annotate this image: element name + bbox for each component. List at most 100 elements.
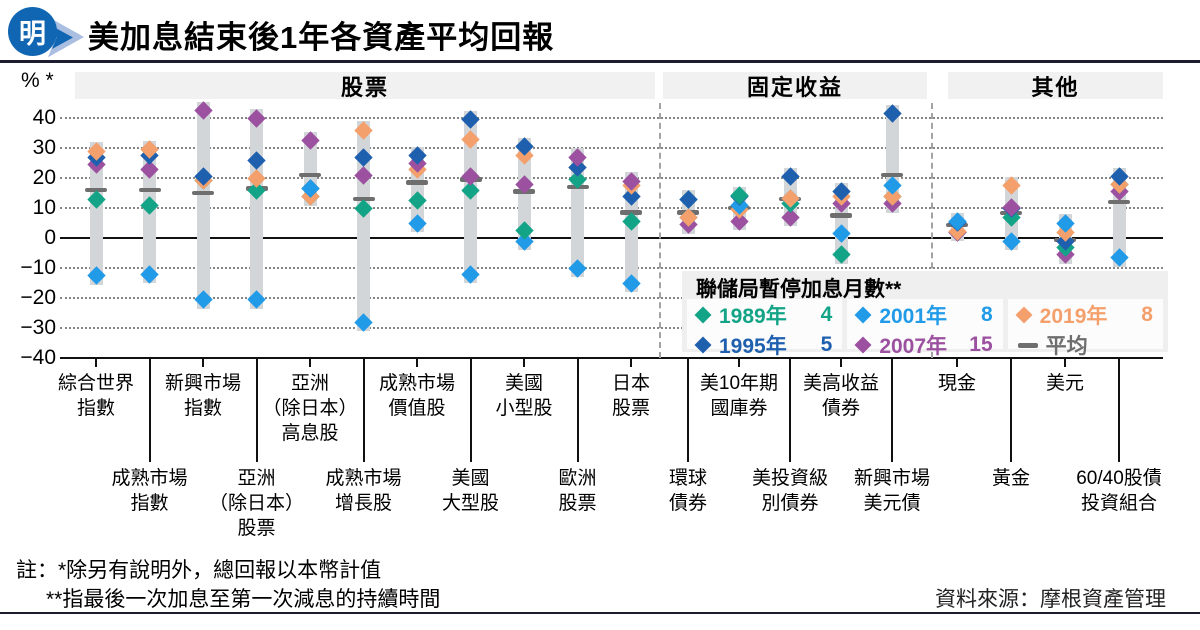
x-axis-label-line: 指數 (76, 398, 115, 419)
gridline-30 (60, 147, 1163, 149)
x-axis-label: 歐洲 股票 (516, 466, 640, 516)
x-axis-label-line: 指數 (130, 493, 169, 514)
average-marker (85, 187, 107, 192)
section-band-1: 股票 (75, 72, 655, 100)
gridline--30 (60, 327, 1163, 329)
x-axis-label-line: 美元 (1045, 373, 1084, 394)
x-axis-label-line: 股票 (611, 398, 650, 419)
logo-circle: 明 (8, 7, 57, 56)
axis-line-0 (60, 237, 1163, 239)
average-dash-icon (1017, 342, 1038, 348)
legend-column-3: 2019年 8 平均 (1007, 299, 1163, 358)
diamond-icon-2001 (854, 306, 872, 324)
range-bar (196, 101, 210, 309)
section-divider-2 (931, 103, 933, 358)
legend-label: 2007年 (879, 335, 948, 358)
x-label-leader (148, 359, 151, 462)
x-axis-label-line: 成熟市場 (378, 373, 455, 394)
x-label-tick (840, 359, 842, 367)
x-label-tick (956, 359, 958, 367)
x-label-tick (738, 359, 740, 367)
x-axis-label-line: 美高收益 (802, 373, 879, 394)
diamond-icon-1989 (694, 306, 712, 324)
gridline-10 (60, 207, 1163, 209)
x-label-leader (1010, 359, 1012, 462)
legend-box: 聯儲局暫停加息月數** 1989年 4 1995年 5 2001年 8 2007年 15 2019… (682, 271, 1168, 358)
x-label-tick (630, 359, 632, 367)
x-label-leader (576, 359, 579, 462)
x-axis-label-line: 股票 (558, 493, 597, 514)
x-axis-label: 現金 (895, 371, 1019, 396)
x-axis-label: 綜合世界 指數 (34, 371, 158, 421)
x-axis-label: 新興市場 指數 (141, 371, 265, 421)
legend-title: 聯儲局暫停加息月數** (696, 278, 902, 301)
x-axis-label: 成熟市場 指數 (88, 466, 212, 516)
source-credit: 資料來源：摩根資產管理 (935, 588, 1166, 611)
legend-label: 2001年 (879, 305, 948, 328)
x-axis-label: 美國 小型股 (462, 371, 586, 421)
x-axis-label: 成熟市場 增長股 (302, 466, 426, 516)
range-bar (517, 137, 531, 250)
section-divider-1 (659, 103, 661, 358)
x-axis-label-line: 成熟市場 (111, 468, 188, 489)
y-axis-unit-label: % * (21, 69, 54, 92)
average-marker (138, 187, 161, 192)
x-axis-label-line: 環球 (668, 468, 707, 489)
x-axis-label-line: 歐洲 (558, 468, 597, 489)
x-label-tick (1064, 359, 1066, 367)
x-label-leader (255, 359, 258, 462)
range-bar (89, 142, 103, 285)
y-tick-label-30: 30 (32, 136, 56, 159)
x-axis-label: 黃金 (949, 466, 1073, 491)
x-label-leader (789, 359, 791, 462)
x-axis-label-line: 美元債 (863, 493, 921, 514)
legend-pause-months: 5 (820, 333, 833, 356)
x-axis-label: 亞洲 （除日本） 高息股 (248, 371, 372, 446)
x-axis-label-line: （除日本） (262, 398, 358, 419)
legend-pause-months: 8 (1141, 303, 1153, 326)
x-axis-label-line: 債券 (821, 398, 860, 419)
x-axis-label-line: 黃金 (991, 468, 1030, 489)
x-axis-label-line: 大型股 (441, 493, 499, 514)
legend-pause-months: 4 (820, 303, 833, 326)
y-tick-label-20: 20 (32, 166, 56, 189)
x-axis-label-line: 美10年期 (699, 373, 779, 394)
x-axis-label-line: 日本 (611, 373, 650, 394)
axis-line--40 (60, 357, 1163, 359)
x-axis-label-line: 投資組合 (1080, 493, 1157, 514)
x-axis-label-line: 亞洲 (237, 468, 276, 489)
y-tick-label-0: 0 (44, 226, 56, 249)
mingpao-logo: 明 (8, 5, 86, 59)
x-axis-label: 美10年期國庫券 (677, 371, 801, 421)
y-tick-label-10: 10 (32, 196, 56, 219)
legend-item-2019: 2019年 8 (1015, 300, 1153, 330)
x-label-tick (202, 359, 204, 367)
x-axis-label-line: 小型股 (495, 398, 553, 419)
legend-item-1995: 1995年 5 (694, 330, 833, 360)
x-axis-label-line: （除日本） (208, 493, 304, 514)
average-marker (830, 213, 852, 218)
x-axis-label-line: 別債券 (761, 493, 819, 514)
y-tick-label--40: −40 (20, 346, 56, 369)
x-axis-label: 美投資級 別債券 (728, 466, 852, 516)
x-label-leader (891, 359, 893, 462)
range-bar (250, 109, 263, 309)
x-axis-label: 美國 大型股 (409, 466, 533, 516)
page-title: 美加息結束後1年各資產平均回報 (88, 20, 555, 55)
legend-pause-months: 15 (969, 333, 993, 356)
average-marker (406, 180, 428, 185)
x-label-leader (469, 359, 472, 462)
x-label-tick (309, 359, 311, 367)
average-marker (299, 172, 321, 177)
legend-label: 1995年 (719, 335, 787, 358)
x-axis-label-line: 國庫券 (710, 398, 768, 419)
x-label-leader (687, 359, 689, 462)
legend-label: 2019年 (1039, 305, 1108, 328)
legend-item-2001: 2001年 8 (854, 300, 993, 330)
y-tick-label--10: −10 (20, 256, 56, 279)
x-axis-label-line: 60/40股債 (1076, 468, 1162, 489)
diamond-icon-1995 (694, 336, 712, 354)
x-axis-label: 日本 股票 (569, 371, 693, 421)
